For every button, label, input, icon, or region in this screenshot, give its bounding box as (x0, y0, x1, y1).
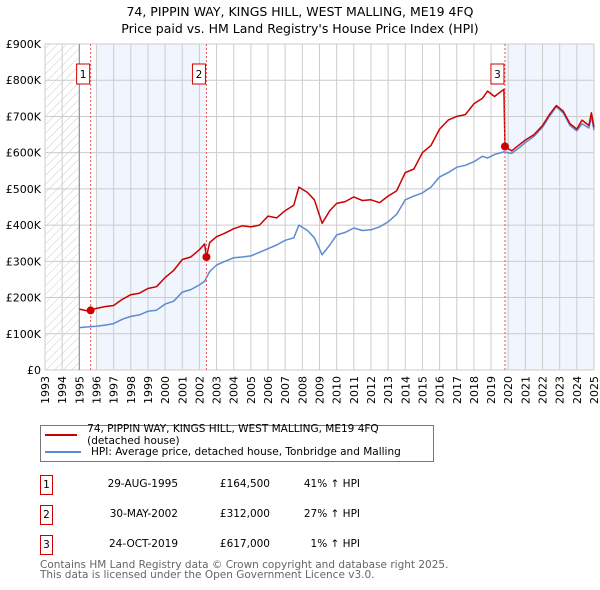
x-tick-label: 1995 (73, 376, 86, 404)
transaction-hpi: 41% ↑ HPI (303, 478, 360, 490)
transaction-date: 30-MAY-2002 (109, 508, 178, 520)
x-tick-label: 2008 (296, 376, 309, 404)
transaction-price: £617,000 (219, 538, 270, 550)
sale-label-box (490, 63, 505, 85)
transaction-hpi: 27% ↑ HPI (303, 508, 360, 520)
hpi-line (79, 105, 595, 329)
y-tick-label: £500K (6, 183, 42, 196)
legend-swatch-blue (45, 451, 81, 453)
transaction-number: 2 (40, 505, 53, 525)
shaded-region (96, 44, 207, 370)
sale-label: 2 (196, 69, 203, 81)
sale-label-box (76, 63, 91, 85)
x-tick-label: 1996 (90, 376, 103, 404)
x-tick-label: 2024 (571, 376, 584, 404)
x-tick-label: 2013 (382, 376, 395, 404)
y-tick-label: £800K (6, 74, 42, 87)
sale-point (86, 306, 95, 315)
x-tick-label: 2001 (176, 376, 189, 404)
x-tick-label: 2009 (314, 376, 327, 404)
x-tick-label: 2005 (245, 376, 258, 404)
chart-subtitle: Price paid vs. HM Land Registry's House … (121, 21, 479, 36)
x-tick-label: 2017 (451, 376, 464, 404)
transaction-date: 24-OCT-2019 (109, 538, 178, 550)
chart-title: 74, PIPPIN WAY, KINGS HILL, WEST MALLING… (126, 4, 474, 19)
footer-line-2: This data is licensed under the Open Gov… (40, 569, 375, 581)
x-tick-label: 2020 (502, 376, 515, 404)
y-tick-label: £100K (6, 328, 42, 341)
transaction-price: £312,000 (219, 508, 270, 520)
sale-point (202, 252, 211, 261)
x-tick-label: 2000 (159, 376, 172, 404)
footer: Contains HM Land Registry data © Crown c… (40, 559, 449, 581)
legend-swatch-red (45, 434, 78, 436)
x-tick-label: 1993 (39, 376, 52, 404)
x-tick-label: 2019 (485, 376, 498, 404)
x-tick-label: 1998 (125, 376, 138, 404)
transaction-price: £164,500 (219, 478, 270, 490)
x-tick-label: 2012 (365, 376, 378, 404)
x-tick-label: 2003 (211, 376, 224, 404)
y-tick-label: £200K (6, 292, 42, 305)
transaction-number: 3 (40, 535, 53, 555)
sale-label-box (191, 63, 206, 85)
x-tick-label: 1997 (108, 376, 121, 404)
footer-line-1: Contains HM Land Registry data © Crown c… (40, 559, 449, 571)
transaction-hpi: 1% ↑ HPI (310, 538, 360, 550)
x-tick-label: 2007 (279, 376, 292, 404)
legend-label-hpi: HPI: Average price, detached house, Tonb… (91, 446, 401, 458)
x-tick-label: 2010 (331, 376, 344, 404)
sale-label: 3 (494, 69, 501, 81)
transaction-number: 1 (40, 475, 53, 495)
x-tick-label: 2016 (434, 376, 447, 404)
x-tick-label: 2004 (228, 376, 241, 404)
price-chart: 1 2 3 1993 1994 1995 1996 1997 1998 1999 2000 2001… (6, 38, 600, 404)
y-tick-label: £400K (6, 219, 42, 232)
legend-item-hpi: HPI: Average price, detached house, Tonb… (45, 444, 401, 460)
x-tick-label: 2022 (537, 376, 550, 404)
y-tick-label: £900K (6, 38, 42, 51)
property-price-line (79, 88, 595, 312)
x-tick-label: 2018 (468, 376, 481, 404)
sale-point (500, 142, 509, 151)
y-tick-label: £0 (27, 364, 41, 377)
shaded-region (504, 44, 594, 370)
legend-label-property: 74, PIPPIN WAY, KINGS HILL, WEST MALLING… (87, 423, 379, 447)
x-tick-label: 2021 (519, 376, 532, 404)
x-tick-label: 1999 (142, 376, 155, 404)
x-tick-label: 2002 (193, 376, 206, 404)
transaction-date: 29-AUG-1995 (107, 478, 178, 490)
x-tick-label: 1994 (56, 376, 69, 404)
x-tick-label: 2014 (399, 376, 412, 404)
y-tick-label: £700K (6, 110, 42, 123)
legend-item-property: 74, PIPPIN WAY, KINGS HILL, WEST MALLING… (45, 423, 433, 447)
x-tick-label: 2025 (588, 376, 600, 404)
x-tick-label: 2011 (348, 376, 361, 404)
x-tick-label: 2006 (262, 376, 275, 404)
y-tick-label: £300K (6, 255, 42, 268)
x-tick-label: 2015 (416, 376, 429, 404)
x-tick-label: 2023 (554, 376, 567, 404)
legend: 74, PIPPIN WAY, KINGS HILL, WEST MALLING… (40, 423, 434, 462)
y-tick-label: £600K (6, 147, 42, 160)
sale-label: 1 (80, 69, 87, 81)
